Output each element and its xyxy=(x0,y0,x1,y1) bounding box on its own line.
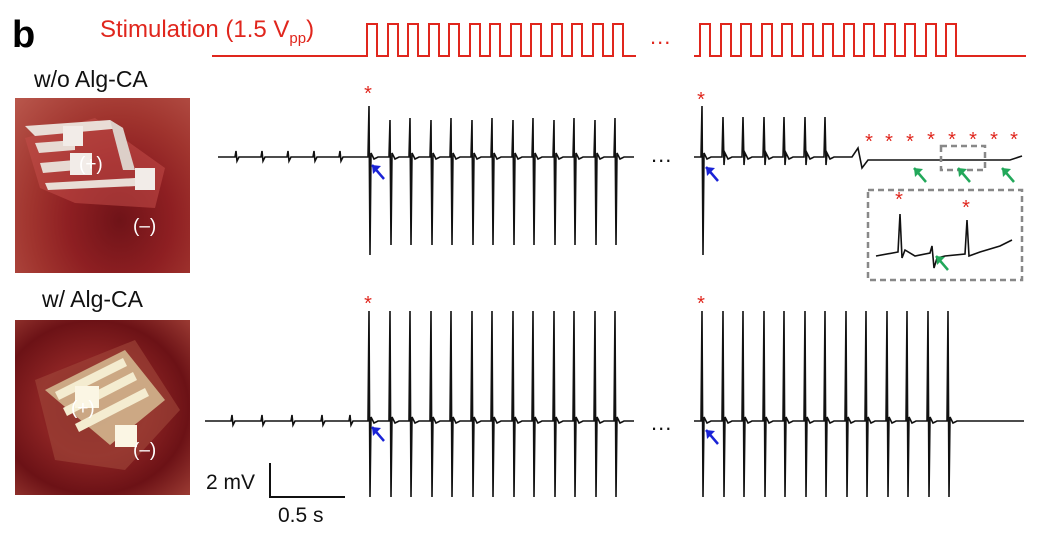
marker-asterisk: * xyxy=(364,83,372,105)
stimulation-label-subscript: pp xyxy=(289,29,307,47)
stimulation-label-close: ) xyxy=(306,16,315,43)
stimulation-label-text: Stimulation (1.5 V xyxy=(100,16,290,43)
device-drawing-with xyxy=(35,340,180,470)
marker-asterisk: * xyxy=(906,131,914,153)
ecg-trace-with-left xyxy=(205,310,634,498)
blue-arrow xyxy=(705,429,719,445)
marker-asterisk: * xyxy=(697,89,705,111)
inset-ecg-trace xyxy=(875,213,1013,269)
marker-asterisk: * xyxy=(364,293,372,315)
marker-asterisk: * xyxy=(697,293,705,315)
ecg-trace-without-right xyxy=(694,105,1023,256)
marker-asterisk: * xyxy=(885,131,893,153)
marker-asterisk: * xyxy=(962,197,970,219)
heart-photo-with: (+) (–) xyxy=(15,320,190,495)
marker-asterisk: * xyxy=(990,129,998,151)
ecg-trace-without-left xyxy=(218,105,634,256)
negative-electrode-label: (–) xyxy=(133,440,157,461)
green-arrow xyxy=(1001,167,1015,183)
marker-asterisk: * xyxy=(969,129,977,151)
blue-arrow xyxy=(371,164,385,180)
panel-letter: b xyxy=(12,14,36,56)
stimulation-train-left xyxy=(212,23,636,57)
marker-asterisk: * xyxy=(895,189,903,211)
condition-label-without: w/o Alg-CA xyxy=(34,66,148,92)
blue-arrow xyxy=(705,166,719,182)
marker-asterisk: * xyxy=(1010,129,1018,151)
marker-asterisk: * xyxy=(865,131,873,153)
ecg-trace-with-right xyxy=(694,310,1024,498)
positive-electrode-label: (+) xyxy=(71,398,95,419)
positive-electrode-label: (+) xyxy=(79,154,103,175)
green-arrow xyxy=(957,167,971,183)
trace-ellipsis-bottom: ... xyxy=(651,410,673,435)
scale-bar-time-label: 0.5 s xyxy=(278,504,324,527)
heart-photo-without: (+) (–) xyxy=(15,98,190,273)
blue-arrow xyxy=(371,426,385,442)
stimulation-ellipsis: ... xyxy=(650,24,672,49)
marker-asterisk: * xyxy=(948,129,956,151)
marker-asterisk: * xyxy=(927,129,935,151)
negative-electrode-label: (–) xyxy=(133,216,157,237)
trace-ellipsis-top: ... xyxy=(651,142,673,167)
stimulation-train-right xyxy=(694,23,1026,57)
inset-box xyxy=(866,188,1024,282)
stimulation-label: Stimulation (1.5 Vpp) xyxy=(100,16,314,47)
condition-label-with: w/ Alg-CA xyxy=(42,286,143,312)
green-arrow xyxy=(935,255,949,271)
scale-bar xyxy=(269,463,345,498)
scale-bar-voltage-label: 2 mV xyxy=(206,471,256,494)
green-arrow xyxy=(913,167,927,183)
device-drawing-without xyxy=(25,118,165,208)
